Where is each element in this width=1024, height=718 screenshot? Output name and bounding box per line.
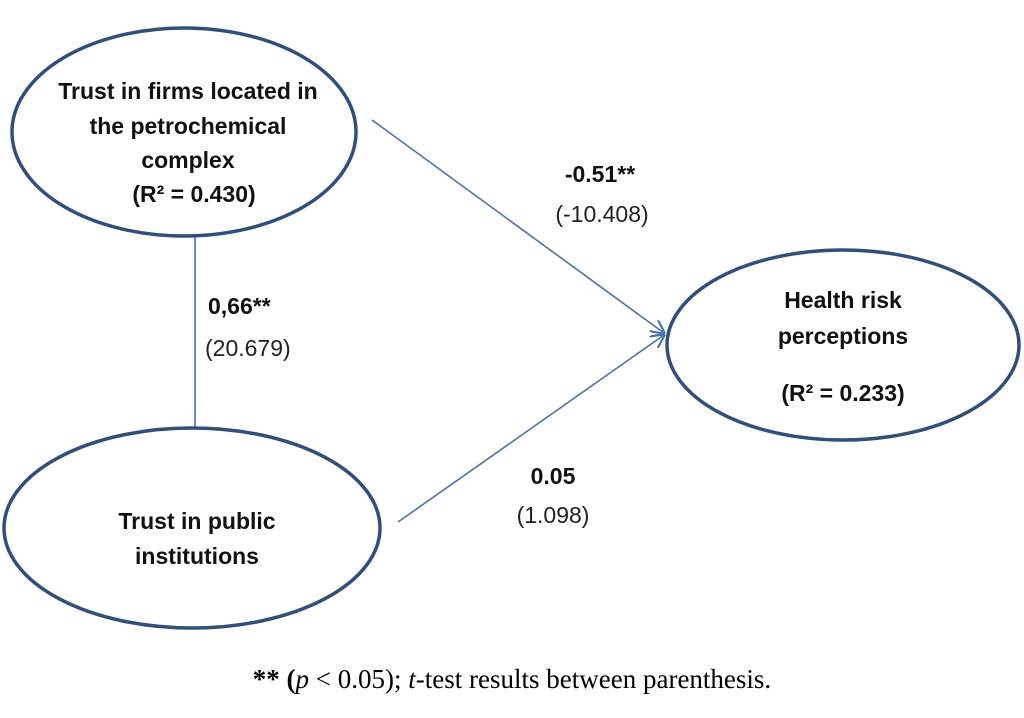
edge-coefficient: 0.05 xyxy=(531,463,576,489)
caption: ** (p < 0.05); t-test results between pa… xyxy=(253,664,771,694)
edge-t-value: (1.098) xyxy=(517,502,590,528)
node-label: institutions xyxy=(135,543,259,569)
caption-part: ** ( xyxy=(253,664,296,694)
arrow xyxy=(397,335,664,523)
arrow xyxy=(371,119,664,333)
caption-part: t xyxy=(408,664,417,694)
node-label: Health risk xyxy=(784,287,902,313)
edge-coefficient: 0,66** xyxy=(208,293,271,319)
node-label: (R² = 0.233) xyxy=(781,380,904,406)
node-ellipse xyxy=(2,426,382,630)
caption-part: -test results between parenthesis. xyxy=(416,664,771,694)
edge-t-value: (-10.408) xyxy=(555,201,648,227)
caption-part: < 0.05); xyxy=(309,664,408,694)
edge-coefficient: -0.51** xyxy=(565,161,635,187)
node-label: complex xyxy=(141,147,235,173)
node-ellipse xyxy=(10,26,358,238)
edge-t-value: (20.679) xyxy=(205,335,291,361)
node-label: (R² = 0.430) xyxy=(132,181,255,207)
node-label: Trust in firms located in xyxy=(58,78,317,104)
node-label: the petrochemical xyxy=(90,113,287,139)
caption-part: p xyxy=(294,664,310,694)
node-label: perceptions xyxy=(778,323,908,349)
node-ellipse xyxy=(665,248,1021,442)
node-label: Trust in public xyxy=(118,508,275,534)
